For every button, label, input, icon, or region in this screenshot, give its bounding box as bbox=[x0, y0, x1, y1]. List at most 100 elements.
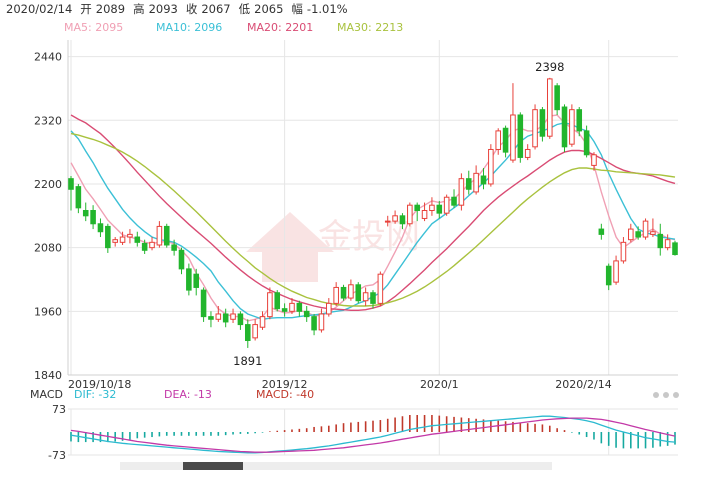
candle-body-up bbox=[524, 148, 531, 158]
candle-body-down bbox=[68, 178, 74, 190]
macd-settings[interactable] bbox=[653, 392, 679, 398]
candle bbox=[635, 226, 641, 240]
candle-body-down bbox=[90, 210, 96, 225]
candle bbox=[68, 176, 74, 211]
y-tick-label: 2440 bbox=[34, 51, 62, 64]
candle bbox=[399, 213, 406, 230]
candle-body-up bbox=[289, 302, 295, 312]
dot-icon[interactable] bbox=[663, 392, 669, 398]
candle bbox=[495, 128, 502, 155]
candle bbox=[488, 144, 494, 187]
candle bbox=[436, 200, 443, 219]
candle bbox=[134, 231, 141, 247]
candle bbox=[141, 239, 148, 255]
header-close: 2067 bbox=[201, 2, 230, 16]
y-tick-label: 2080 bbox=[34, 242, 62, 255]
candle bbox=[672, 240, 678, 256]
candle bbox=[127, 229, 133, 244]
candle-body-down bbox=[605, 265, 612, 286]
candle bbox=[628, 223, 634, 243]
dif-line bbox=[70, 415, 676, 454]
candle bbox=[171, 239, 177, 256]
candle bbox=[458, 173, 465, 211]
max-price-label: 2398 bbox=[535, 60, 564, 74]
candle-body-up bbox=[546, 78, 553, 137]
dea-line bbox=[70, 417, 676, 453]
candle-body-down bbox=[539, 109, 546, 137]
macd-legend-dif: DIF: -32 bbox=[74, 388, 116, 401]
header-change: -1.01% bbox=[307, 2, 348, 16]
candle bbox=[414, 202, 420, 222]
candle bbox=[318, 308, 325, 333]
candlesticks bbox=[68, 77, 678, 348]
candle bbox=[532, 104, 538, 150]
candle bbox=[546, 77, 553, 139]
candle-body-up bbox=[259, 316, 266, 328]
ohlc-header: 2020/02/14 开 2089 高 2093 收 2067 低 2065 幅 -1.01% bbox=[6, 2, 348, 16]
legend-ma20: MA20: 2201 bbox=[247, 21, 313, 34]
candle bbox=[215, 306, 222, 322]
candle bbox=[252, 319, 258, 341]
candle bbox=[407, 202, 413, 227]
candle-body-down bbox=[296, 302, 303, 312]
macd-panel: 73 -73 bbox=[48, 403, 678, 462]
candle bbox=[303, 306, 310, 322]
candle bbox=[149, 237, 155, 251]
candle bbox=[208, 311, 214, 328]
candle bbox=[524, 144, 531, 161]
candle-body-down bbox=[414, 204, 420, 211]
candle-body-up bbox=[362, 292, 369, 302]
candle bbox=[75, 183, 82, 214]
x-tick-label: 2019/12 bbox=[262, 378, 308, 391]
candle-body-up bbox=[664, 239, 671, 249]
candle-body-up bbox=[421, 210, 428, 219]
dot-icon[interactable] bbox=[653, 392, 659, 398]
candle bbox=[348, 279, 354, 301]
candle bbox=[90, 205, 96, 230]
candle bbox=[244, 319, 251, 348]
candle-body-down bbox=[193, 273, 200, 288]
candle-body-up bbox=[628, 228, 634, 241]
header-high: 2093 bbox=[149, 2, 178, 16]
candle-body-up bbox=[532, 109, 538, 148]
candle-body-down bbox=[583, 130, 590, 156]
candle bbox=[598, 223, 605, 240]
candle bbox=[451, 189, 457, 208]
candle-body-up bbox=[642, 220, 649, 238]
candle-body-down bbox=[105, 225, 111, 249]
candle bbox=[517, 112, 524, 163]
candle-body-up bbox=[613, 260, 619, 283]
dot-icon[interactable] bbox=[673, 392, 679, 398]
header-date: 2020/02/14 bbox=[6, 2, 72, 16]
candle-body-up bbox=[488, 148, 494, 185]
candle bbox=[281, 303, 288, 317]
candle-body-up bbox=[495, 130, 502, 150]
candle bbox=[112, 237, 118, 247]
legend-ma10: MA10: 2096 bbox=[156, 21, 222, 34]
candle-body-up bbox=[569, 109, 575, 145]
candle bbox=[163, 223, 170, 248]
candle bbox=[605, 263, 612, 291]
candle-body-down bbox=[171, 244, 177, 251]
candle-body-down bbox=[311, 316, 317, 331]
scrollbar-thumb[interactable] bbox=[183, 462, 243, 470]
candle-body-up bbox=[473, 172, 479, 193]
candle-body-up bbox=[650, 231, 656, 235]
candle-body-down bbox=[141, 242, 148, 251]
candle-body-up bbox=[119, 236, 126, 243]
candle-body-down bbox=[635, 231, 641, 238]
candle-body-up bbox=[620, 241, 627, 262]
candle-body-down bbox=[657, 233, 664, 249]
candle bbox=[289, 298, 295, 314]
candle bbox=[82, 202, 89, 222]
candle bbox=[97, 218, 104, 238]
candle-body-up bbox=[326, 302, 332, 315]
candle bbox=[156, 221, 163, 248]
candle bbox=[222, 308, 229, 328]
candle bbox=[480, 168, 487, 190]
candle bbox=[237, 311, 244, 330]
candle bbox=[326, 298, 332, 317]
header-high-label: 高 bbox=[133, 2, 145, 16]
candle-body-up bbox=[443, 196, 450, 214]
scrollbar-track[interactable] bbox=[120, 462, 552, 470]
